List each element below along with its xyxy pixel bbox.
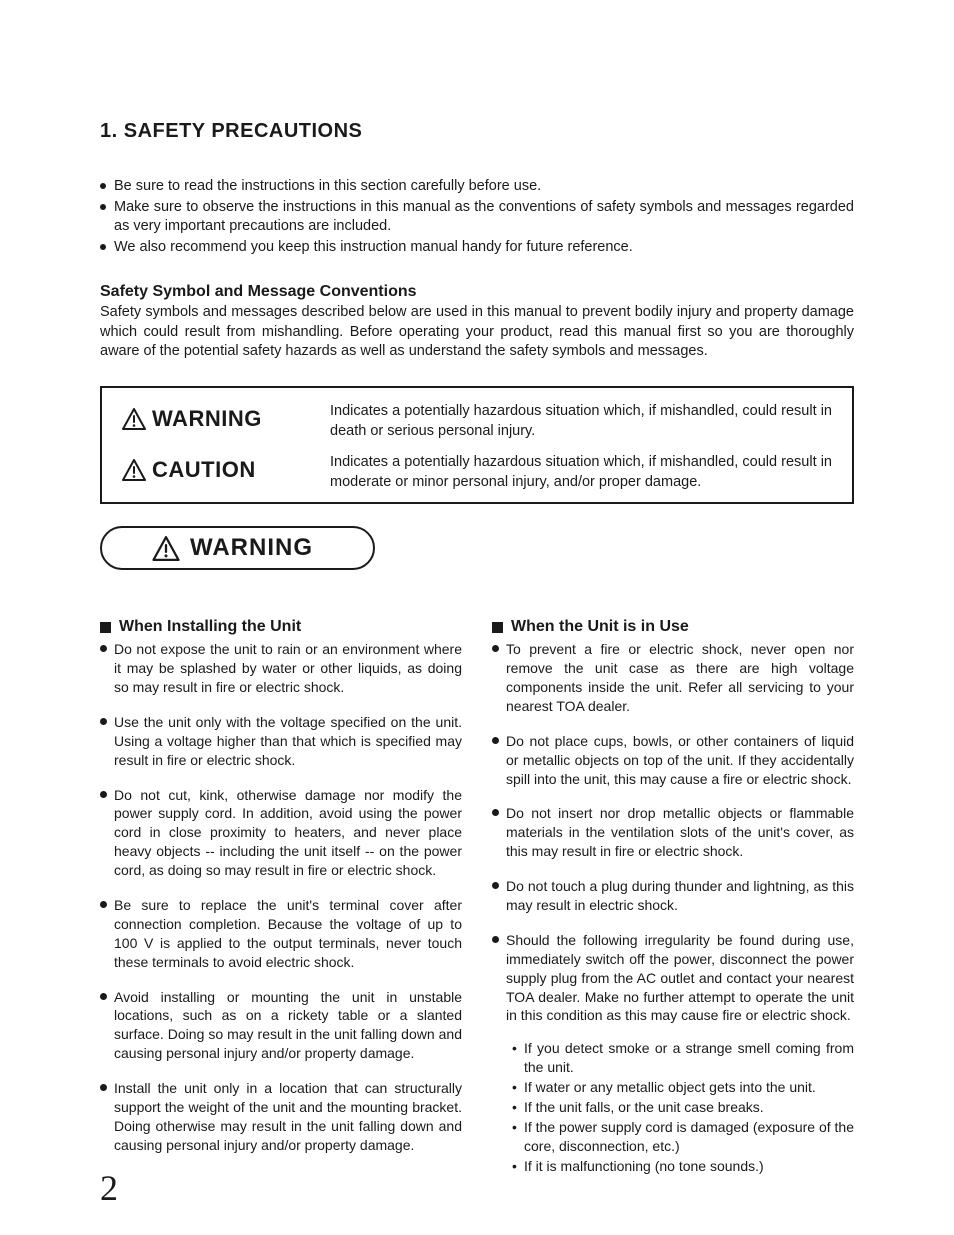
warning-triangle-icon bbox=[122, 459, 146, 481]
sub-bullet-item: If the power supply cord is damaged (exp… bbox=[512, 1118, 854, 1156]
definition-label-text: WARNING bbox=[152, 406, 262, 432]
sub-bullet-item: If the unit falls, or the unit case brea… bbox=[512, 1098, 854, 1117]
definitions-box: WARNING Indicates a potentially hazardou… bbox=[100, 386, 854, 504]
bullet-item: Should the following irregularity be fou… bbox=[492, 931, 854, 1176]
intro-bullet: Be sure to read the instructions in this… bbox=[100, 177, 854, 197]
bullet-item: Use the unit only with the voltage speci… bbox=[100, 713, 462, 770]
intro-bullet: We also recommend you keep this instruct… bbox=[100, 238, 854, 258]
bullet-item: Do not cut, kink, otherwise damage nor m… bbox=[100, 786, 462, 880]
column-heading-text: When Installing the Unit bbox=[119, 618, 301, 636]
warning-triangle-icon bbox=[122, 408, 146, 430]
sub-bullet-item: If you detect smoke or a strange smell c… bbox=[512, 1039, 854, 1077]
definition-desc: Indicates a potentially hazardous situat… bbox=[330, 453, 832, 492]
definition-label: CAUTION bbox=[122, 453, 312, 483]
column-heading-text: When the Unit is in Use bbox=[511, 618, 689, 636]
right-bullet-list: To prevent a fire or electric shock, nev… bbox=[492, 640, 854, 1175]
intro-bullet: Make sure to observe the instructions in… bbox=[100, 198, 854, 237]
conventions-heading: Safety Symbol and Message Conventions bbox=[100, 283, 854, 301]
left-column: When Installing the Unit Do not expose t… bbox=[100, 618, 462, 1191]
sub-bullet-item: If water or any metallic object gets int… bbox=[512, 1078, 854, 1097]
big-warning-text: WARNING bbox=[190, 534, 313, 562]
bullet-item: To prevent a fire or electric shock, nev… bbox=[492, 640, 854, 716]
bullet-item-text: Should the following irregularity be fou… bbox=[506, 932, 854, 1024]
square-bullet-icon bbox=[492, 622, 503, 633]
definition-row-warning: WARNING Indicates a potentially hazardou… bbox=[122, 402, 832, 441]
square-bullet-icon bbox=[100, 622, 111, 633]
column-heading: When the Unit is in Use bbox=[492, 618, 854, 636]
left-bullet-list: Do not expose the unit to rain or an env… bbox=[100, 640, 462, 1154]
page: 1. SAFETY PRECAUTIONS Be sure to read th… bbox=[0, 0, 954, 1235]
conventions-paragraph: Safety symbols and messages described be… bbox=[100, 303, 854, 362]
two-column-body: When Installing the Unit Do not expose t… bbox=[100, 618, 854, 1191]
bullet-item: Do not expose the unit to rain or an env… bbox=[100, 640, 462, 697]
definition-label-text: CAUTION bbox=[152, 457, 256, 483]
definition-row-caution: CAUTION Indicates a potentially hazardou… bbox=[122, 453, 832, 492]
sub-bullet-list: If you detect smoke or a strange smell c… bbox=[512, 1039, 854, 1175]
bullet-item: Install the unit only in a location that… bbox=[100, 1079, 462, 1155]
bullet-item: Do not touch a plug during thunder and l… bbox=[492, 877, 854, 915]
bullet-item: Do not place cups, bowls, or other conta… bbox=[492, 732, 854, 789]
column-heading: When Installing the Unit bbox=[100, 618, 462, 636]
big-warning-pill: WARNING bbox=[100, 526, 375, 570]
intro-list: Be sure to read the instructions in this… bbox=[100, 177, 854, 257]
definition-desc: Indicates a potentially hazardous situat… bbox=[330, 402, 832, 441]
bullet-item: Avoid installing or mounting the unit in… bbox=[100, 988, 462, 1064]
page-number: 2 bbox=[100, 1167, 118, 1209]
bullet-item: Do not insert nor drop metallic objects … bbox=[492, 804, 854, 861]
sub-bullet-item: If it is malfunctioning (no tone sounds.… bbox=[512, 1157, 854, 1176]
definition-label: WARNING bbox=[122, 402, 312, 432]
bullet-item: Be sure to replace the unit's terminal c… bbox=[100, 896, 462, 972]
warning-triangle-icon bbox=[152, 536, 180, 561]
section-title: 1. SAFETY PRECAUTIONS bbox=[100, 120, 854, 143]
right-column: When the Unit is in Use To prevent a fir… bbox=[492, 618, 854, 1191]
